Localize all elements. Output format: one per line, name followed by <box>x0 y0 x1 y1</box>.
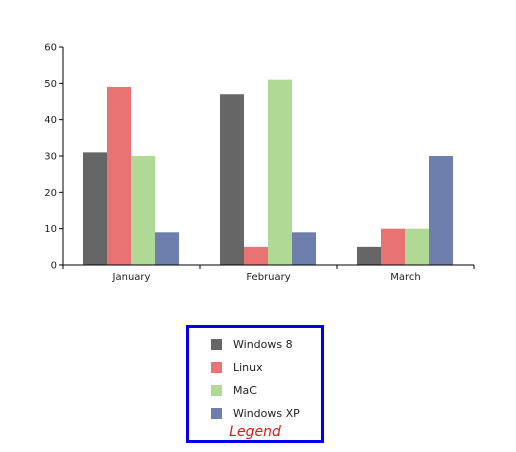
legend-item-windows-xp: Windows XP <box>211 405 300 421</box>
bar-windows-8-march <box>357 246 381 265</box>
x-category-label-march: March <box>390 272 420 283</box>
bar-mac-january <box>131 156 155 265</box>
legend-item-linux: Linux <box>211 359 263 375</box>
legend-item-mac: MaC <box>211 382 257 398</box>
x-category-label-february: February <box>246 272 290 283</box>
legend-label-windows-xp: Windows XP <box>233 406 300 420</box>
x-axis-ticks: January February March <box>62 265 475 283</box>
bar-chart: 0 10 20 30 40 50 60 January February March <box>44 43 475 283</box>
legend-label-linux: Linux <box>233 360 263 374</box>
bar-windows-8-january <box>83 152 107 265</box>
bar-mac-february <box>268 79 292 265</box>
legend-swatch-windows-8 <box>211 338 222 350</box>
bar-windows-xp-february <box>292 232 316 265</box>
bars-group <box>83 79 453 265</box>
legend-label-mac: MaC <box>233 383 257 397</box>
legend-swatch-windows-xp <box>211 407 222 419</box>
bar-windows-8-february <box>220 94 244 265</box>
bar-mac-march <box>405 228 429 265</box>
bar-linux-january <box>107 86 131 265</box>
y-tick-label-20: 20 <box>44 188 57 199</box>
legend-title: Legend <box>229 424 281 440</box>
legend: Windows 8 Linux MaC Windows XP Legend <box>186 325 324 443</box>
x-category-label-january: January <box>112 272 151 283</box>
bar-linux-march <box>381 228 405 265</box>
legend-swatch-linux <box>211 361 222 373</box>
y-tick-label-60: 60 <box>44 43 57 54</box>
legend-swatch-mac <box>211 384 222 396</box>
legend-label-windows-8: Windows 8 <box>233 337 293 351</box>
bar-linux-february <box>244 246 268 265</box>
y-tick-label-40: 40 <box>44 115 57 126</box>
legend-item-windows-8: Windows 8 <box>211 336 293 352</box>
y-tick-label-50: 50 <box>44 79 57 90</box>
bar-windows-xp-march <box>429 156 453 265</box>
y-tick-label-30: 30 <box>44 152 57 163</box>
y-axis-ticks: 0 10 20 30 40 50 60 <box>44 43 63 272</box>
y-tick-label-0: 0 <box>51 261 57 272</box>
y-tick-label-10: 10 <box>44 224 57 235</box>
bar-windows-xp-january <box>155 232 179 265</box>
